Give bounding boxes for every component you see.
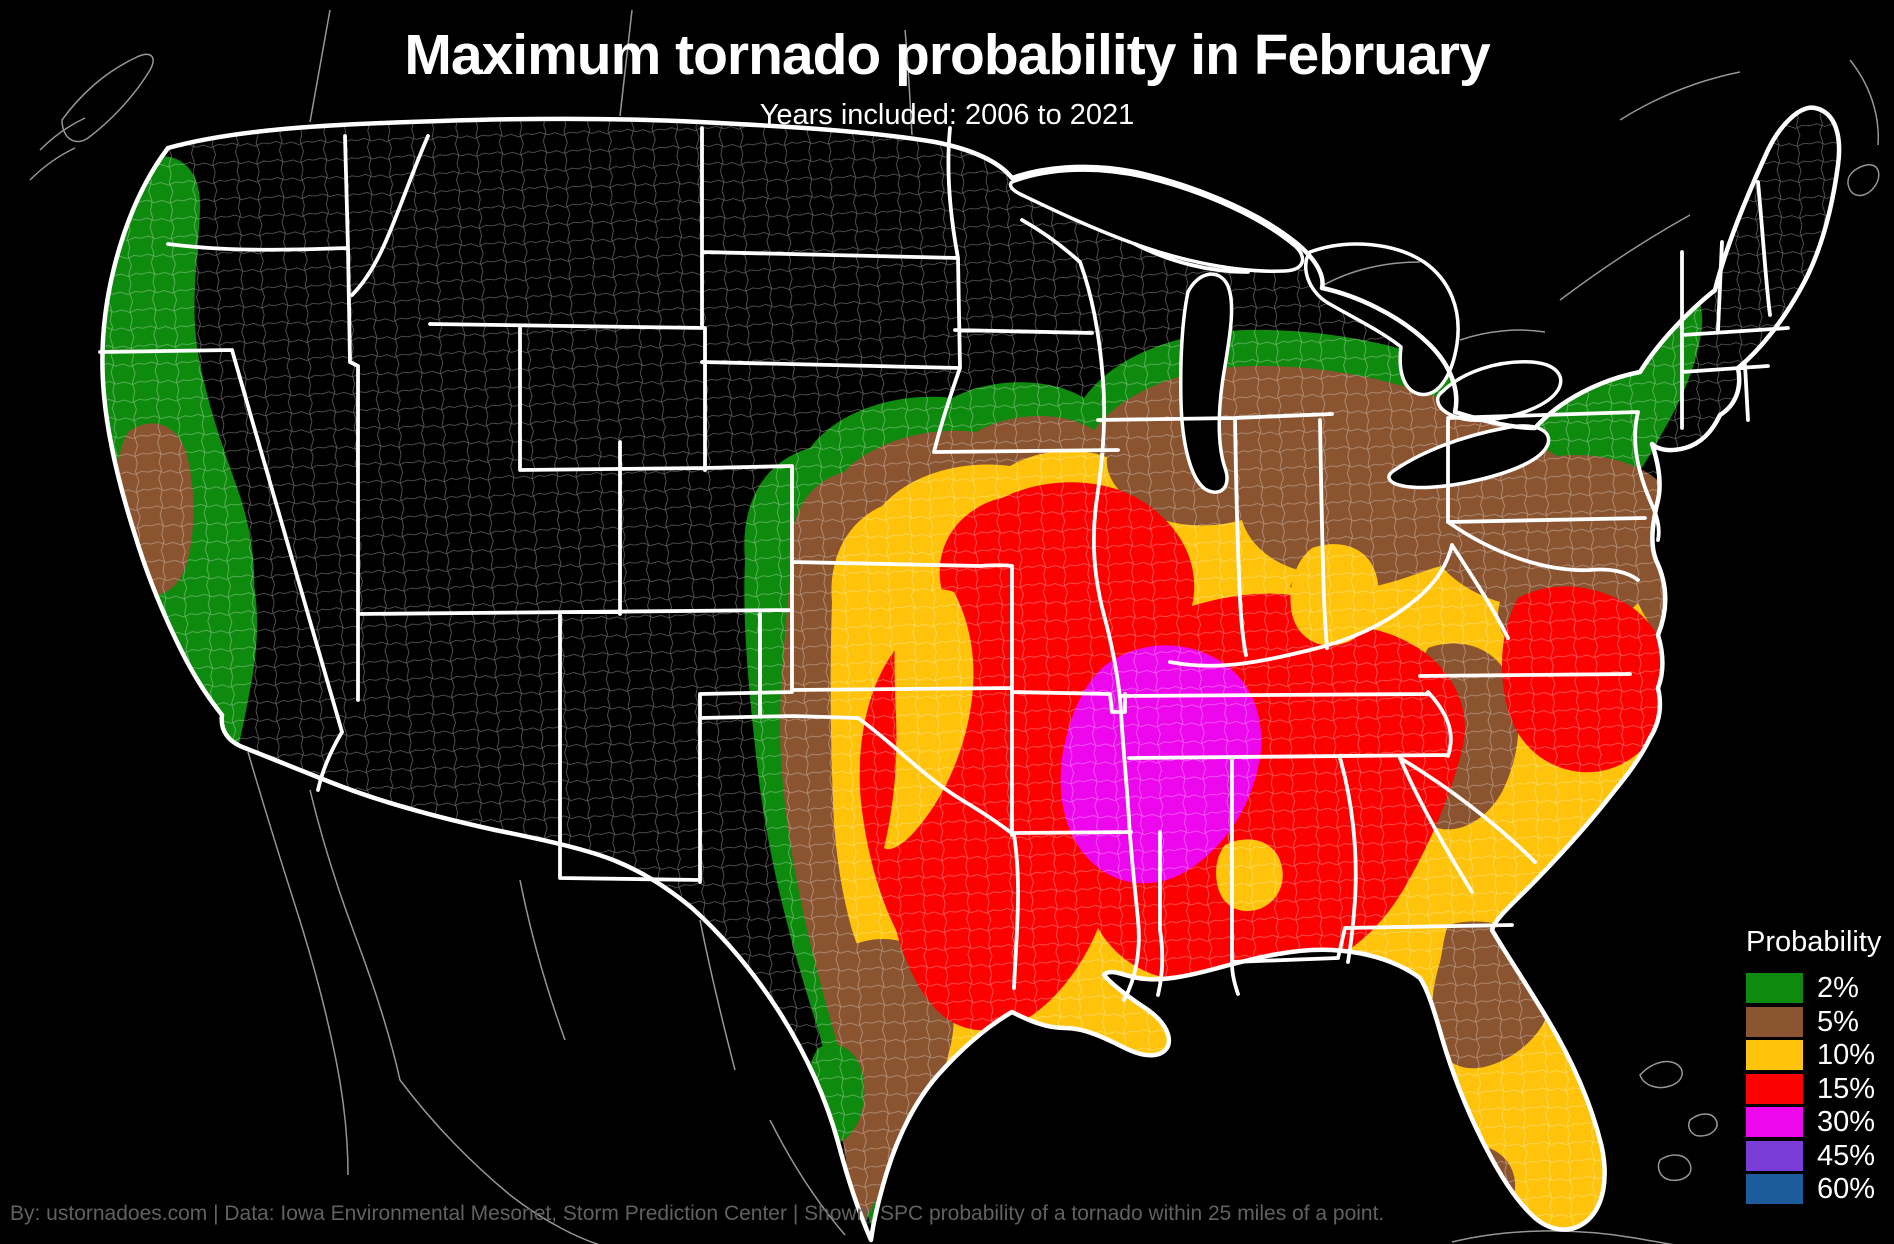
legend-label: 10% <box>1817 1039 1876 1072</box>
lake-erie <box>1387 424 1551 490</box>
legend-swatch-10pct <box>1746 1040 1803 1071</box>
legend-item-15pct: 15% <box>1746 1072 1881 1105</box>
state-borders <box>98 126 1790 1002</box>
legend: Probability 2% 5% 10% 15% 30% 45% 60% <box>1746 926 1881 1208</box>
great-lakes <box>1008 168 1563 494</box>
lake-ontario <box>1435 360 1563 422</box>
foreign-coastlines <box>29 9 1880 1244</box>
legend-swatch-15pct <box>1746 1073 1803 1104</box>
page-title: Maximum tornado probability in February <box>404 23 1490 87</box>
lake-huron <box>1304 242 1460 397</box>
legend-item-2pct: 2% <box>1746 973 1881 1004</box>
legend-swatch-30pct <box>1746 1107 1803 1138</box>
legend-label: 45% <box>1817 1139 1876 1172</box>
lake-superior <box>1008 168 1305 273</box>
legend-item-5pct: 5% <box>1746 1005 1881 1038</box>
legend-title: Probability <box>1746 926 1882 958</box>
us-coastline <box>100 105 1842 1243</box>
legend-swatch-2pct <box>1746 973 1803 1004</box>
legend-item-45pct: 45% <box>1746 1139 1881 1172</box>
legend-swatch-5pct <box>1746 1006 1803 1037</box>
legend-label: 15% <box>1817 1072 1876 1105</box>
attribution-footer: By: ustornadoes.com | Data: Iowa Environ… <box>10 1202 1385 1225</box>
page-subtitle: Years included: 2006 to 2021 <box>759 99 1135 131</box>
lake-michigan <box>1179 272 1234 494</box>
legend-label: 30% <box>1817 1106 1876 1139</box>
county-lines-texture <box>102 107 1840 1241</box>
legend-swatch-60pct <box>1746 1174 1803 1205</box>
legend-item-60pct: 60% <box>1746 1174 1881 1205</box>
legend-swatch-45pct <box>1746 1140 1803 1171</box>
legend-label: 5% <box>1817 1005 1859 1038</box>
legend-item-10pct: 10% <box>1746 1040 1881 1071</box>
legend-label: 60% <box>1817 1173 1876 1206</box>
legend-item-30pct: 30% <box>1746 1107 1881 1138</box>
legend-label: 2% <box>1817 972 1859 1005</box>
